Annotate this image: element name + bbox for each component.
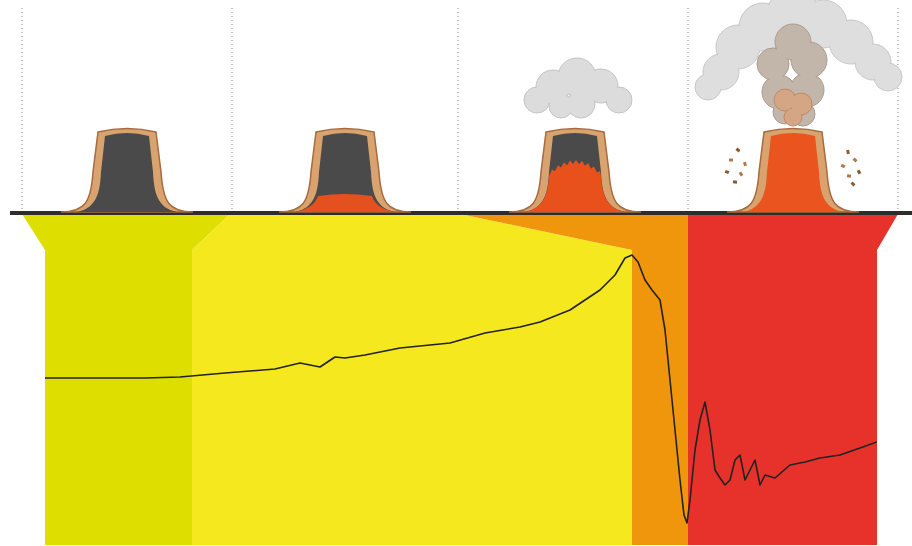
cone [279, 129, 411, 213]
debris [853, 158, 858, 163]
data-line [45, 255, 877, 523]
separator [688, 8, 689, 213]
separator [898, 8, 899, 213]
stage-band [460, 214, 688, 545]
cloud-puff [762, 75, 796, 109]
volcano [509, 58, 641, 212]
debris [739, 172, 744, 177]
volcano [695, 0, 902, 212]
volcano [61, 129, 193, 213]
y-axis [45, 221, 46, 546]
cloud-fill [550, 95, 572, 117]
conduit [743, 133, 843, 212]
debris [743, 162, 747, 167]
cone [509, 129, 641, 213]
cloud-fill [696, 75, 720, 99]
cloud-fill [607, 88, 631, 112]
magma [525, 160, 625, 212]
debris [841, 164, 846, 168]
debris [725, 170, 730, 174]
volcano [279, 129, 411, 213]
conduit [77, 133, 177, 212]
chart [0, 0, 912, 546]
cloud-fill [776, 25, 810, 59]
separator [232, 8, 233, 213]
cloud-fill [785, 109, 801, 125]
conduit [525, 133, 625, 212]
cloud-fill [568, 91, 594, 117]
debris [857, 170, 861, 175]
magma [295, 194, 395, 212]
conduit [295, 133, 395, 212]
stages [22, 214, 898, 545]
stage-band [688, 214, 898, 545]
cone [727, 129, 859, 213]
x-axis [46, 545, 878, 546]
stage-band [192, 214, 632, 545]
debris [846, 150, 850, 154]
debris [847, 174, 851, 178]
axis-line [46, 545, 878, 546]
cone [61, 129, 193, 213]
line-layer [45, 255, 877, 523]
axis-line [45, 221, 46, 546]
debris [736, 148, 741, 153]
separator [22, 8, 23, 213]
separator [458, 8, 459, 213]
debris [733, 180, 737, 183]
debris [851, 182, 856, 187]
debris [729, 159, 733, 162]
cloud-fill [875, 64, 901, 90]
